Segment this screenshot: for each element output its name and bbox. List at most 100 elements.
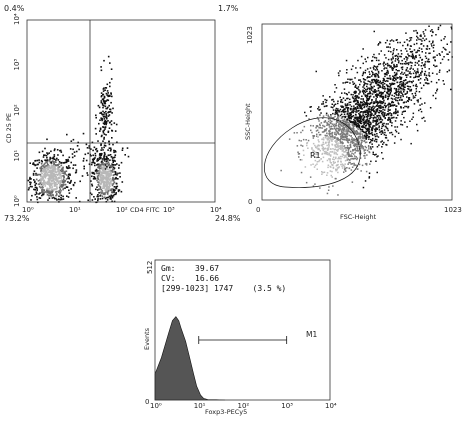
event-dot — [347, 121, 349, 124]
event-dot — [389, 103, 392, 105]
event-dot — [347, 108, 349, 111]
event-dot — [373, 53, 375, 56]
event-dot — [100, 172, 103, 174]
event-dot — [375, 95, 378, 98]
event-dot — [97, 194, 99, 196]
event-dot — [43, 168, 46, 170]
event-dot — [344, 108, 346, 110]
event-dot — [341, 167, 344, 169]
event-dot — [402, 44, 404, 47]
event-dot — [104, 128, 106, 130]
event-dot — [385, 94, 387, 97]
event-dot — [404, 83, 407, 86]
event-dot — [103, 154, 106, 157]
event-dot — [30, 181, 32, 184]
event-dot — [402, 94, 404, 96]
event-dot — [329, 161, 331, 163]
event-dot — [425, 82, 428, 84]
event-dot — [359, 122, 362, 125]
event-dot — [326, 122, 329, 125]
event-dot — [386, 71, 388, 74]
event-dot — [413, 58, 416, 60]
event-dot — [106, 190, 108, 192]
event-dot — [374, 112, 377, 114]
event-dot — [385, 114, 388, 116]
event-dot — [358, 109, 360, 112]
event-dot — [112, 177, 114, 179]
event-dot — [399, 76, 401, 78]
event-dot — [298, 156, 300, 158]
event-dot — [46, 170, 48, 172]
fsc-ssc-x-axis-label: FSC-Height — [340, 213, 377, 221]
event-dot — [322, 149, 324, 151]
event-dot — [98, 154, 101, 156]
event-dot — [70, 188, 72, 190]
event-dot — [32, 163, 34, 165]
event-dot — [106, 166, 108, 168]
event-dot — [376, 94, 379, 97]
event-dot — [363, 81, 365, 83]
event-dot — [102, 116, 105, 118]
event-dot — [58, 171, 61, 174]
event-dot — [346, 120, 348, 122]
event-dot — [362, 91, 365, 93]
event-dot — [380, 96, 383, 98]
event-dot — [403, 86, 406, 89]
event-dot — [107, 187, 109, 190]
event-dot — [386, 84, 389, 87]
event-dot — [325, 150, 327, 153]
event-dot — [359, 91, 361, 94]
event-dot — [410, 81, 413, 83]
event-dot — [376, 108, 379, 110]
event-dot — [369, 92, 372, 95]
event-dot — [60, 194, 63, 197]
event-dot — [364, 95, 367, 97]
event-dot — [347, 150, 350, 152]
event-dot — [34, 189, 36, 191]
event-dot — [410, 45, 412, 47]
event-dot — [409, 120, 411, 122]
event-dot — [354, 113, 357, 116]
event-dot — [422, 64, 425, 66]
event-dot — [110, 172, 112, 174]
event-dot — [46, 167, 48, 170]
event-dot — [325, 153, 328, 155]
event-dot — [411, 93, 414, 95]
event-dot — [315, 153, 317, 156]
event-dot — [361, 90, 364, 93]
event-dot — [327, 137, 329, 140]
event-dot — [415, 29, 417, 32]
event-dot — [340, 157, 342, 160]
event-dot — [45, 188, 48, 191]
event-dot — [444, 48, 446, 50]
event-dot — [344, 121, 346, 123]
event-dot — [44, 154, 46, 156]
event-dot — [56, 199, 58, 201]
event-dot — [331, 136, 333, 139]
event-dot — [328, 124, 330, 126]
event-dot — [375, 124, 378, 126]
event-dot — [315, 127, 317, 129]
event-dot — [418, 91, 421, 93]
event-dot — [418, 50, 420, 52]
event-dot — [60, 189, 62, 192]
event-dot — [52, 158, 55, 160]
event-dot — [109, 177, 112, 180]
event-dot — [370, 123, 372, 125]
event-dot — [397, 85, 400, 87]
event-dot — [381, 119, 384, 121]
event-dot — [386, 113, 389, 115]
event-dot — [406, 126, 408, 128]
event-dot — [387, 90, 389, 92]
event-dot — [387, 95, 389, 98]
event-dot — [406, 44, 409, 47]
event-dot — [368, 76, 370, 78]
event-dot — [342, 106, 344, 108]
event-dot — [374, 74, 376, 77]
event-dot — [109, 173, 111, 176]
event-dot — [330, 106, 333, 108]
event-dot — [343, 118, 346, 120]
quadrant-y-tick: 10⁰ — [13, 195, 21, 207]
event-dot — [365, 130, 368, 133]
event-dot — [393, 65, 396, 67]
